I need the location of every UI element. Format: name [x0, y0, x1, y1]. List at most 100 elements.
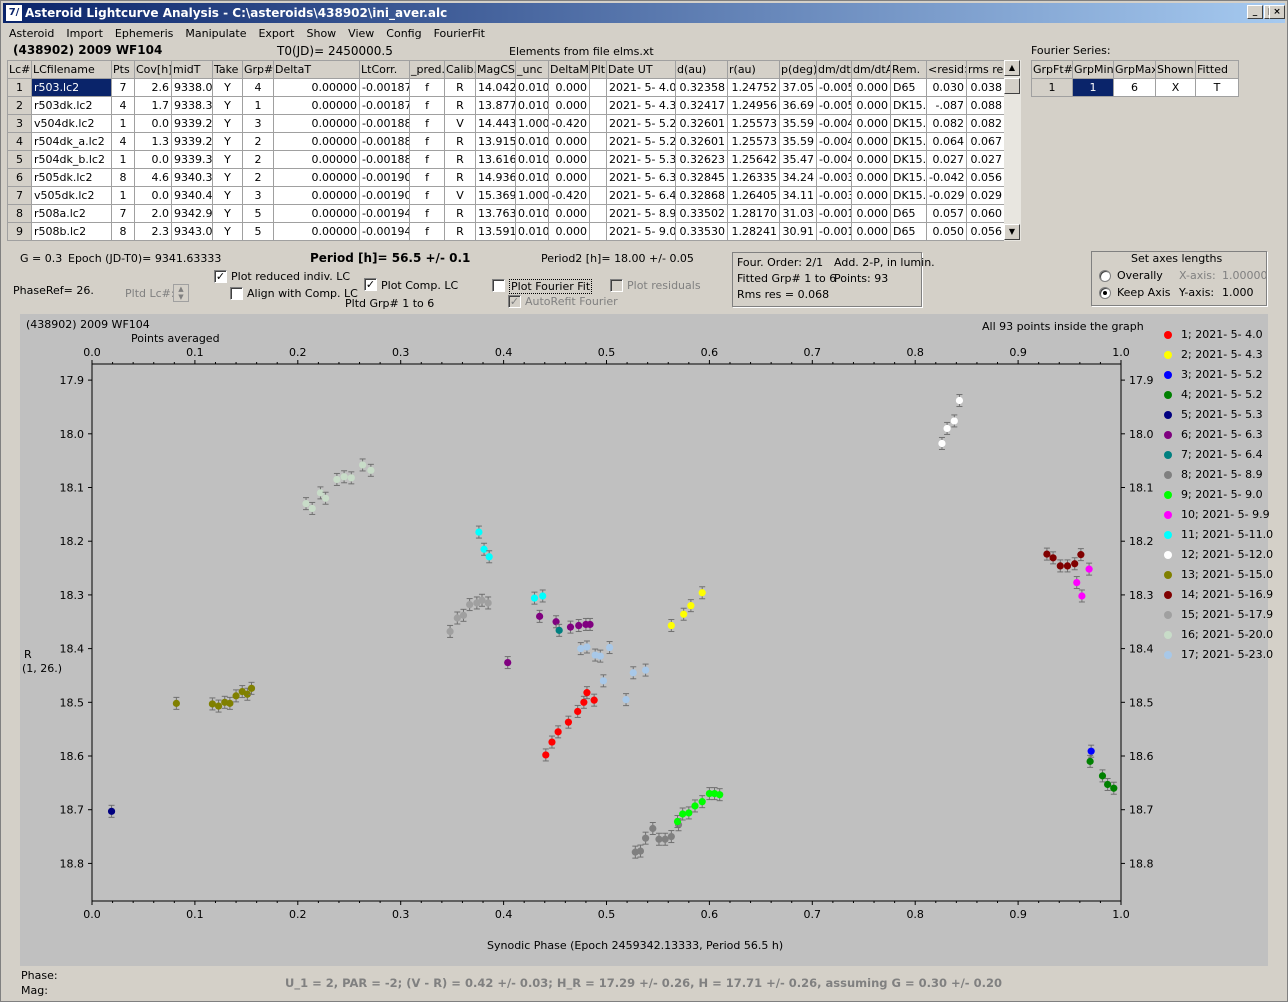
- table-row[interactable]: 9 r508b.lc2 8 2.3 9343.0 Y 5 0.00000 -0.00194 f R 1…: [7, 222, 1005, 241]
- menu-import[interactable]: Import: [66, 27, 103, 40]
- table-cell[interactable]: R: [444, 168, 476, 187]
- table-cell[interactable]: R: [444, 222, 476, 241]
- table-cell[interactable]: 0.00000: [273, 96, 360, 115]
- table-cell[interactable]: 9338.3: [171, 96, 213, 115]
- table-cell[interactable]: D65: [890, 222, 927, 241]
- table-cell[interactable]: f: [409, 114, 445, 133]
- column-header[interactable]: Calib.: [444, 60, 476, 79]
- table-cell[interactable]: 3: [242, 186, 274, 205]
- column-header[interactable]: dm/dtA: [851, 60, 891, 79]
- table-row[interactable]: 5 r504dk_b.lc2 1 0.0 9339.3 Y 2 0.00000 -0.00188…: [7, 150, 1005, 169]
- table-cell[interactable]: R: [444, 132, 476, 151]
- column-header[interactable]: LCfilename: [31, 60, 112, 79]
- table-cell[interactable]: 0.056: [966, 168, 1005, 187]
- table-cell[interactable]: 1.000: [515, 186, 549, 205]
- table-cell[interactable]: 0.010: [515, 96, 549, 115]
- plot-comp-checkbox[interactable]: ✓: [364, 278, 377, 291]
- table-cell[interactable]: 1: [111, 186, 135, 205]
- table-cell[interactable]: 0.00000: [273, 150, 360, 169]
- table-cell[interactable]: 1: [111, 114, 135, 133]
- lightcurve-chart[interactable]: 0.0 0.0 0.1 0.1 0.2 0.2 0.3 0.3 0.4 0.4 0.5 0.5 0.6 0…: [20, 314, 1268, 966]
- table-cell[interactable]: 13.616: [475, 150, 516, 169]
- table-cell[interactable]: v505dk.lc2: [31, 186, 112, 205]
- column-header[interactable]: <resid>: [926, 60, 967, 79]
- table-row[interactable]: 7 v505dk.lc2 1 0.0 9340.4 Y 3 0.00000 -0.00190 f V…: [7, 186, 1005, 205]
- period2-value[interactable]: Period2 [h]= 18.00 +/- 0.05: [541, 252, 694, 265]
- column-header[interactable]: Cov[h]: [134, 60, 172, 79]
- table-cell[interactable]: 0.027: [966, 150, 1005, 169]
- table-cell[interactable]: 0.000: [548, 150, 590, 169]
- table-cell[interactable]: 2021- 5- 4.3: [606, 96, 676, 115]
- row-number[interactable]: 7: [7, 186, 32, 205]
- overally-radio[interactable]: [1099, 270, 1111, 282]
- table-cell[interactable]: f: [409, 186, 445, 205]
- table-cell[interactable]: 1.24752: [727, 78, 780, 97]
- table-cell[interactable]: 15.369: [475, 186, 516, 205]
- table-cell[interactable]: 13.877: [475, 96, 516, 115]
- table-cell[interactable]: 8: [111, 168, 135, 187]
- yaxis-value[interactable]: 1.000: [1222, 286, 1254, 299]
- column-header[interactable]: _unc: [515, 60, 549, 79]
- lc-spinner[interactable]: ▲ ▼: [173, 284, 189, 302]
- table-cell[interactable]: 0.000: [851, 114, 891, 133]
- table-cell[interactable]: D65: [890, 204, 927, 223]
- table-cell[interactable]: 2.6: [134, 78, 172, 97]
- column-header[interactable]: Take: [212, 60, 243, 79]
- fourier-column-header[interactable]: GrpMax: [1113, 60, 1156, 79]
- table-cell[interactable]: [589, 168, 607, 187]
- menu-export[interactable]: Export: [258, 27, 295, 40]
- column-header[interactable]: Pts: [111, 60, 135, 79]
- table-cell[interactable]: r508a.lc2: [31, 204, 112, 223]
- table-cell[interactable]: [589, 150, 607, 169]
- table-cell[interactable]: 1: [111, 150, 135, 169]
- table-cell[interactable]: 0.00000: [273, 222, 360, 241]
- table-cell[interactable]: 9339.3: [171, 150, 213, 169]
- table-cell[interactable]: -0.00188: [359, 150, 410, 169]
- table-cell[interactable]: 0.000: [851, 96, 891, 115]
- column-header[interactable]: DeltaT: [273, 60, 360, 79]
- column-header[interactable]: Date UT: [606, 60, 676, 79]
- table-cell[interactable]: 5: [242, 204, 274, 223]
- row-number[interactable]: 6: [7, 168, 32, 187]
- table-cell[interactable]: 35.59: [779, 114, 817, 133]
- table-cell[interactable]: 0.000: [548, 96, 590, 115]
- table-cell[interactable]: 0.00000: [273, 114, 360, 133]
- menu-show[interactable]: Show: [306, 27, 337, 40]
- table-cell[interactable]: 0.32601: [675, 132, 728, 151]
- table-cell[interactable]: 1.25573: [727, 114, 780, 133]
- table-cell[interactable]: -0.00194: [359, 222, 410, 241]
- table-cell[interactable]: 0.010: [515, 222, 549, 241]
- table-cell[interactable]: 0.32358: [675, 78, 728, 97]
- table-cell[interactable]: Y: [212, 168, 243, 187]
- table-cell[interactable]: 0.000: [851, 168, 891, 187]
- table-cell[interactable]: -0.00188: [359, 114, 410, 133]
- table-cell[interactable]: 8: [111, 222, 135, 241]
- table-cell[interactable]: 1.24956: [727, 96, 780, 115]
- table-cell[interactable]: 2.3: [134, 222, 172, 241]
- column-header[interactable]: MagCS: [475, 60, 516, 79]
- table-cell[interactable]: 2021- 5- 5.3: [606, 150, 676, 169]
- table-cell[interactable]: -0.420: [548, 114, 590, 133]
- table-cell[interactable]: 0.0: [134, 114, 172, 133]
- table-cell[interactable]: V: [444, 114, 476, 133]
- table-cell[interactable]: 0.000: [851, 150, 891, 169]
- column-header[interactable]: r(au): [727, 60, 780, 79]
- lightcurve-table[interactable]: Lc# LCfilename Pts Cov[h] midT Take Grp# DeltaT…: [7, 60, 1005, 241]
- table-cell[interactable]: 7: [111, 204, 135, 223]
- table-cell[interactable]: 0.32623: [675, 150, 728, 169]
- table-cell[interactable]: 0.000: [851, 204, 891, 223]
- plot-fourier-checkbox[interactable]: [492, 279, 505, 292]
- menu-manipulate[interactable]: Manipulate: [185, 27, 247, 40]
- column-header[interactable]: p(deg): [779, 60, 817, 79]
- table-row[interactable]: 4 r504dk_a.lc2 4 1.3 9339.2 Y 2 0.00000 -0.00188…: [7, 132, 1005, 151]
- table-cell[interactable]: r504dk_b.lc2: [31, 150, 112, 169]
- table-cell[interactable]: 13.915: [475, 132, 516, 151]
- plot-reduced-checkbox[interactable]: ✓: [214, 270, 227, 283]
- column-header[interactable]: Lc#: [7, 60, 32, 79]
- table-cell[interactable]: [589, 222, 607, 241]
- table-cell[interactable]: 1.25573: [727, 132, 780, 151]
- table-cell[interactable]: [589, 186, 607, 205]
- table-cell[interactable]: 1.7: [134, 96, 172, 115]
- row-number[interactable]: 8: [7, 204, 32, 223]
- table-cell[interactable]: -0.004: [816, 150, 852, 169]
